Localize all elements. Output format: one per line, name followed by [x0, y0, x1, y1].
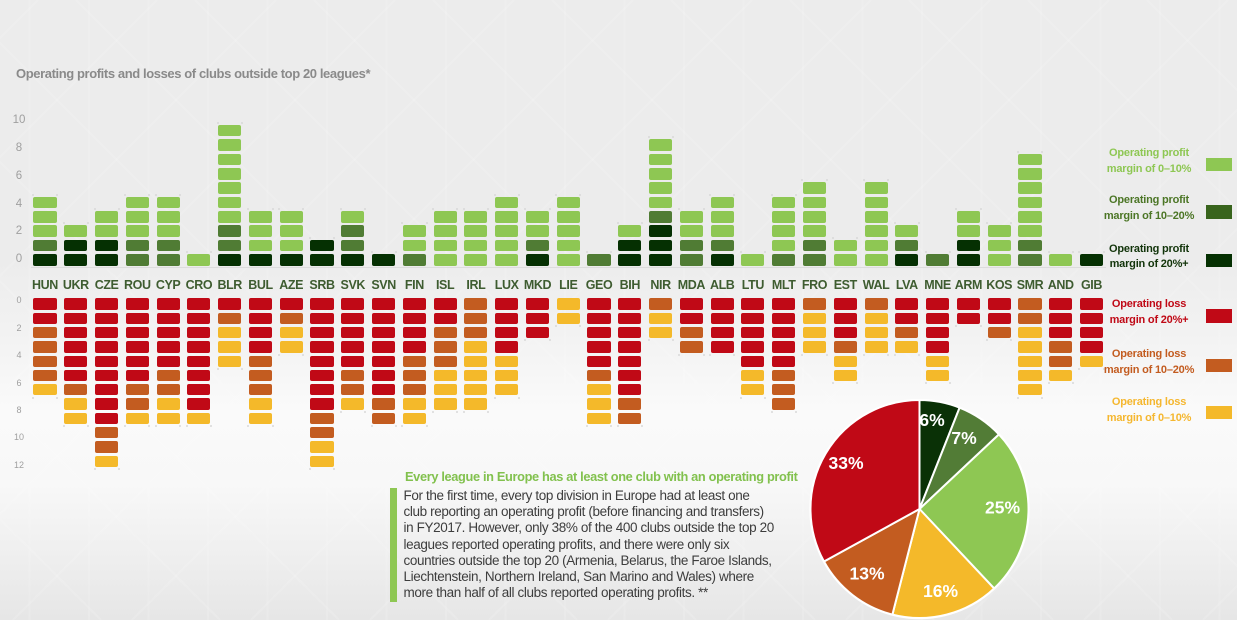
svg-text:13%: 13%	[849, 564, 884, 584]
svg-text:6%: 6%	[919, 410, 945, 430]
svg-text:33%: 33%	[828, 453, 863, 473]
svg-text:7%: 7%	[951, 428, 977, 448]
svg-text:25%: 25%	[985, 498, 1020, 518]
svg-text:16%: 16%	[923, 581, 958, 601]
